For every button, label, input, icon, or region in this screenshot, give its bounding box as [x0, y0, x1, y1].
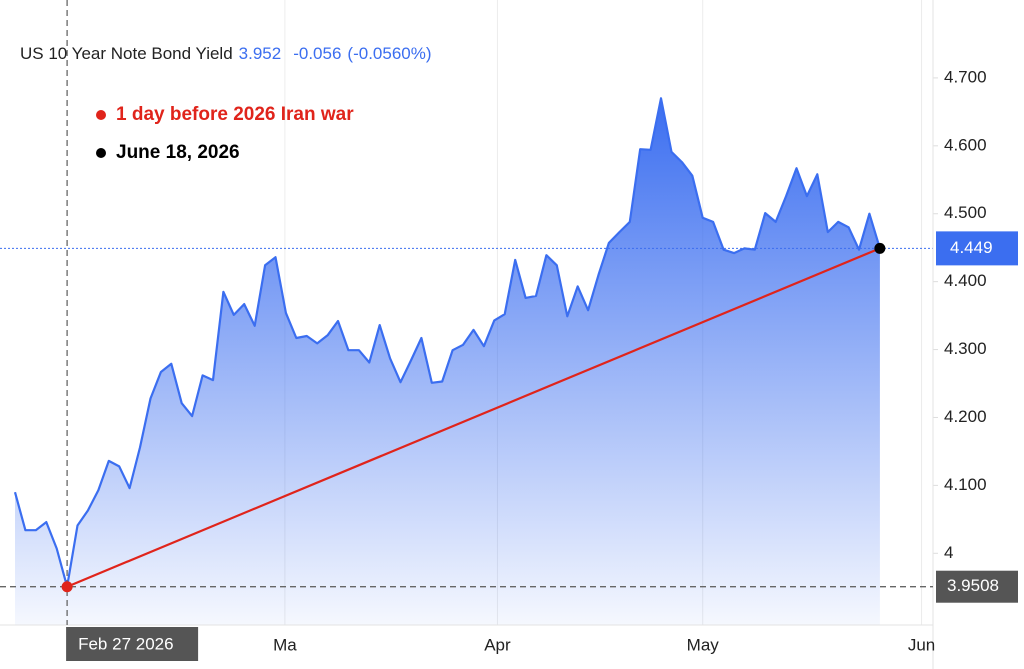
y-tick-label: 4.200 [944, 407, 987, 426]
connector-line [66, 247, 881, 588]
header: US 10 Year Note Bond Yield 3.952 -0.056 (-0… [20, 44, 432, 63]
y-tick-label: 4.600 [944, 135, 987, 154]
line [13, 97, 881, 588]
y-tick-label: 4.700 [944, 67, 987, 86]
y-tick-label: 4.400 [944, 271, 987, 290]
annotation-text: June 18, 2026 [116, 142, 240, 163]
title: US 10 Year Note Bond Yield [20, 44, 233, 63]
x-tick-label: Ma [273, 635, 297, 654]
y-tick-label: 4.100 [944, 475, 987, 494]
annotation-dot [96, 110, 106, 120]
end-point [874, 242, 886, 254]
crosshair-value-label: 3.9508 [947, 576, 999, 595]
last-value-box [936, 231, 1018, 266]
crosshair-date-label: Feb 27 2026 [78, 634, 173, 653]
x-tick-label: Apr [484, 635, 511, 654]
annotation-text: 1 day before 2026 Iran war [116, 104, 354, 125]
x-tick-label: May [687, 635, 720, 654]
last-value-label: 4.449 [950, 238, 993, 257]
start-point [61, 581, 73, 593]
y-tick-label: 4.300 [944, 339, 987, 358]
area [15, 98, 880, 626]
y-tick-label: 4 [944, 543, 953, 562]
x-tick-label: Jun [908, 635, 935, 654]
crosshair-value-box [936, 570, 1018, 603]
annotation-dot [96, 148, 106, 158]
y-tick-label: 4.500 [944, 203, 987, 222]
change-percent: (-0.0560%) [347, 44, 431, 63]
crosshair-date-box [66, 627, 199, 661]
change: -0.056 [293, 44, 341, 63]
price: 3.952 [239, 44, 282, 63]
